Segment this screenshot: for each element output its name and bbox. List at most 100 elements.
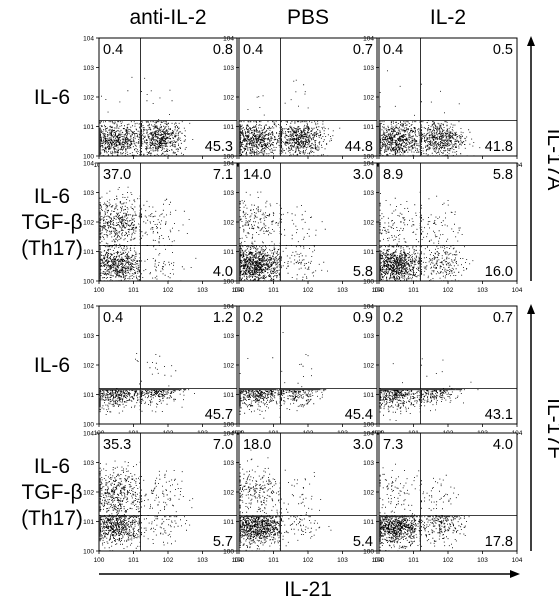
quadrant-upper-left: 0.2 — [243, 310, 263, 326]
quadrant-lower-right: 45.3 — [205, 139, 233, 155]
quadrant-upper-right: 0.8 — [213, 42, 233, 58]
quadrant-upper-left: 35.3 — [103, 437, 131, 453]
x-tick-label: 104 — [232, 557, 243, 564]
panel-2-1: 100 100 101 101 102 102 103 103 104 104 0.2 0.9 45.4 — [223, 304, 383, 438]
y-tick-label: 104 — [223, 431, 234, 438]
x-tick-label: 103 — [197, 557, 208, 564]
y-tick-label: 104 — [363, 36, 374, 43]
y-tick-label: 100 — [223, 279, 234, 286]
x-tick-label: 104 — [372, 557, 383, 564]
quadrant-upper-left: 14.0 — [243, 167, 271, 183]
y-tick-label: 102 — [223, 220, 234, 227]
row-label-0-0: IL-6 — [34, 86, 70, 109]
y-tick-label: 101 — [223, 392, 234, 399]
x-tick-label: 103 — [197, 287, 208, 294]
y-tick-label: 103 — [83, 333, 94, 340]
y-axis-label-1: IL-17F — [543, 398, 559, 459]
y-tick-label: 103 — [83, 65, 94, 72]
y-tick-label: 102 — [83, 490, 94, 497]
y-tick-label: 101 — [83, 392, 94, 399]
scatter-points — [379, 70, 481, 157]
scatter-points — [99, 76, 194, 157]
y-tick-label: 101 — [83, 249, 94, 256]
x-tick-label: 101 — [408, 287, 419, 294]
quadrant-upper-right: 7.1 — [213, 167, 233, 183]
y-tick-label: 102 — [223, 490, 234, 497]
scatter-points — [99, 460, 194, 552]
scatter-points — [379, 191, 474, 282]
quadrant-upper-left: 0.2 — [383, 310, 403, 326]
y-axis-arrowhead-0 — [527, 36, 535, 46]
y-tick-label: 100 — [83, 279, 94, 286]
quadrant-upper-left: 0.4 — [243, 42, 263, 58]
x-tick-label: 100 — [94, 287, 105, 294]
y-tick-label: 100 — [363, 279, 374, 286]
quadrant-upper-left: 37.0 — [103, 167, 131, 183]
quadrant-lower-right: 45.4 — [345, 407, 373, 423]
panel-2-2: 1001001011011021021031031041040.20.743.1 — [363, 304, 523, 438]
y-tick-label: 101 — [223, 249, 234, 256]
panel-frame — [98, 37, 238, 157]
y-tick-label: 104 — [363, 161, 374, 168]
y-tick-label: 104 — [83, 304, 94, 311]
y-tick-label: 104 — [223, 304, 234, 311]
panel-frame — [238, 37, 378, 157]
quadrant-upper-right: 3.0 — [353, 437, 373, 453]
y-tick-label: 102 — [363, 95, 374, 102]
y-tick-label: 101 — [223, 519, 234, 526]
quadrant-upper-right: 1.2 — [213, 310, 233, 326]
column-header-2: IL-2 — [430, 6, 466, 29]
y-tick-label: 104 — [223, 36, 234, 43]
y-tick-label: 104 — [363, 304, 374, 311]
figure-labels: anti-IL-2 PBS IL-2 IL-6 IL-6 TGF-β (Th17) IL-6 I… — [21, 6, 466, 530]
x-tick-label: 100 — [234, 287, 245, 294]
y-tick-label: 101 — [223, 124, 234, 131]
y-tick-label: 100 — [83, 422, 94, 429]
y-tick-label: 104 — [83, 431, 94, 438]
quadrant-lower-right: 41.8 — [485, 139, 513, 155]
scatter-points — [239, 191, 328, 282]
y-tick-label: 100 — [363, 154, 374, 161]
y-tick-label: 101 — [363, 124, 374, 131]
quadrant-upper-right: 0.5 — [493, 42, 513, 58]
x-tick-label: 102 — [163, 557, 174, 564]
y-tick-label: 102 — [223, 95, 234, 102]
scatter-points — [239, 449, 332, 552]
x-tick-label: 102 — [163, 287, 174, 294]
y-tick-label: 101 — [363, 249, 374, 256]
row-label-3-0: IL-6 — [34, 455, 70, 478]
quadrant-lower-right: 5.8 — [353, 264, 373, 280]
quadrant-lower-right: 17.8 — [485, 534, 513, 550]
quadrant-upper-right: 7.0 — [213, 437, 233, 453]
y-tick-label: 100 — [223, 154, 234, 161]
y-tick-label: 104 — [223, 161, 234, 168]
y-axis-label-0: IL-17A — [543, 129, 559, 191]
y-tick-label: 101 — [363, 519, 374, 526]
quadrant-upper-right: 4.0 — [493, 437, 513, 453]
y-tick-label: 103 — [83, 190, 94, 197]
y-tick-label: 100 — [363, 422, 374, 429]
row-label-3-1: TGF-β — [21, 481, 82, 504]
y-tick-label: 103 — [223, 460, 234, 467]
y-tick-label: 101 — [363, 392, 374, 399]
y-tick-label: 103 — [223, 190, 234, 197]
y-tick-label: 100 — [223, 549, 234, 556]
x-tick-label: 103 — [337, 557, 348, 564]
quadrant-lower-right: 5.4 — [353, 534, 373, 550]
x-tick-label: 101 — [268, 557, 279, 564]
quadrant-upper-left: 18.0 — [243, 437, 271, 453]
y-tick-label: 100 — [83, 549, 94, 556]
quadrant-lower-right: 5.7 — [213, 534, 233, 550]
x-axis-arrowhead — [510, 570, 520, 578]
x-tick-label: 100 — [234, 557, 245, 564]
x-tick-label: 101 — [268, 287, 279, 294]
quadrant-upper-left: 0.4 — [103, 310, 123, 326]
x-tick-label: 102 — [303, 557, 314, 564]
row-label-2-0: IL-6 — [34, 354, 70, 377]
scatter-points — [239, 79, 341, 157]
x-tick-label: 100 — [374, 557, 385, 564]
quadrant-upper-left: 8.9 — [383, 167, 403, 183]
